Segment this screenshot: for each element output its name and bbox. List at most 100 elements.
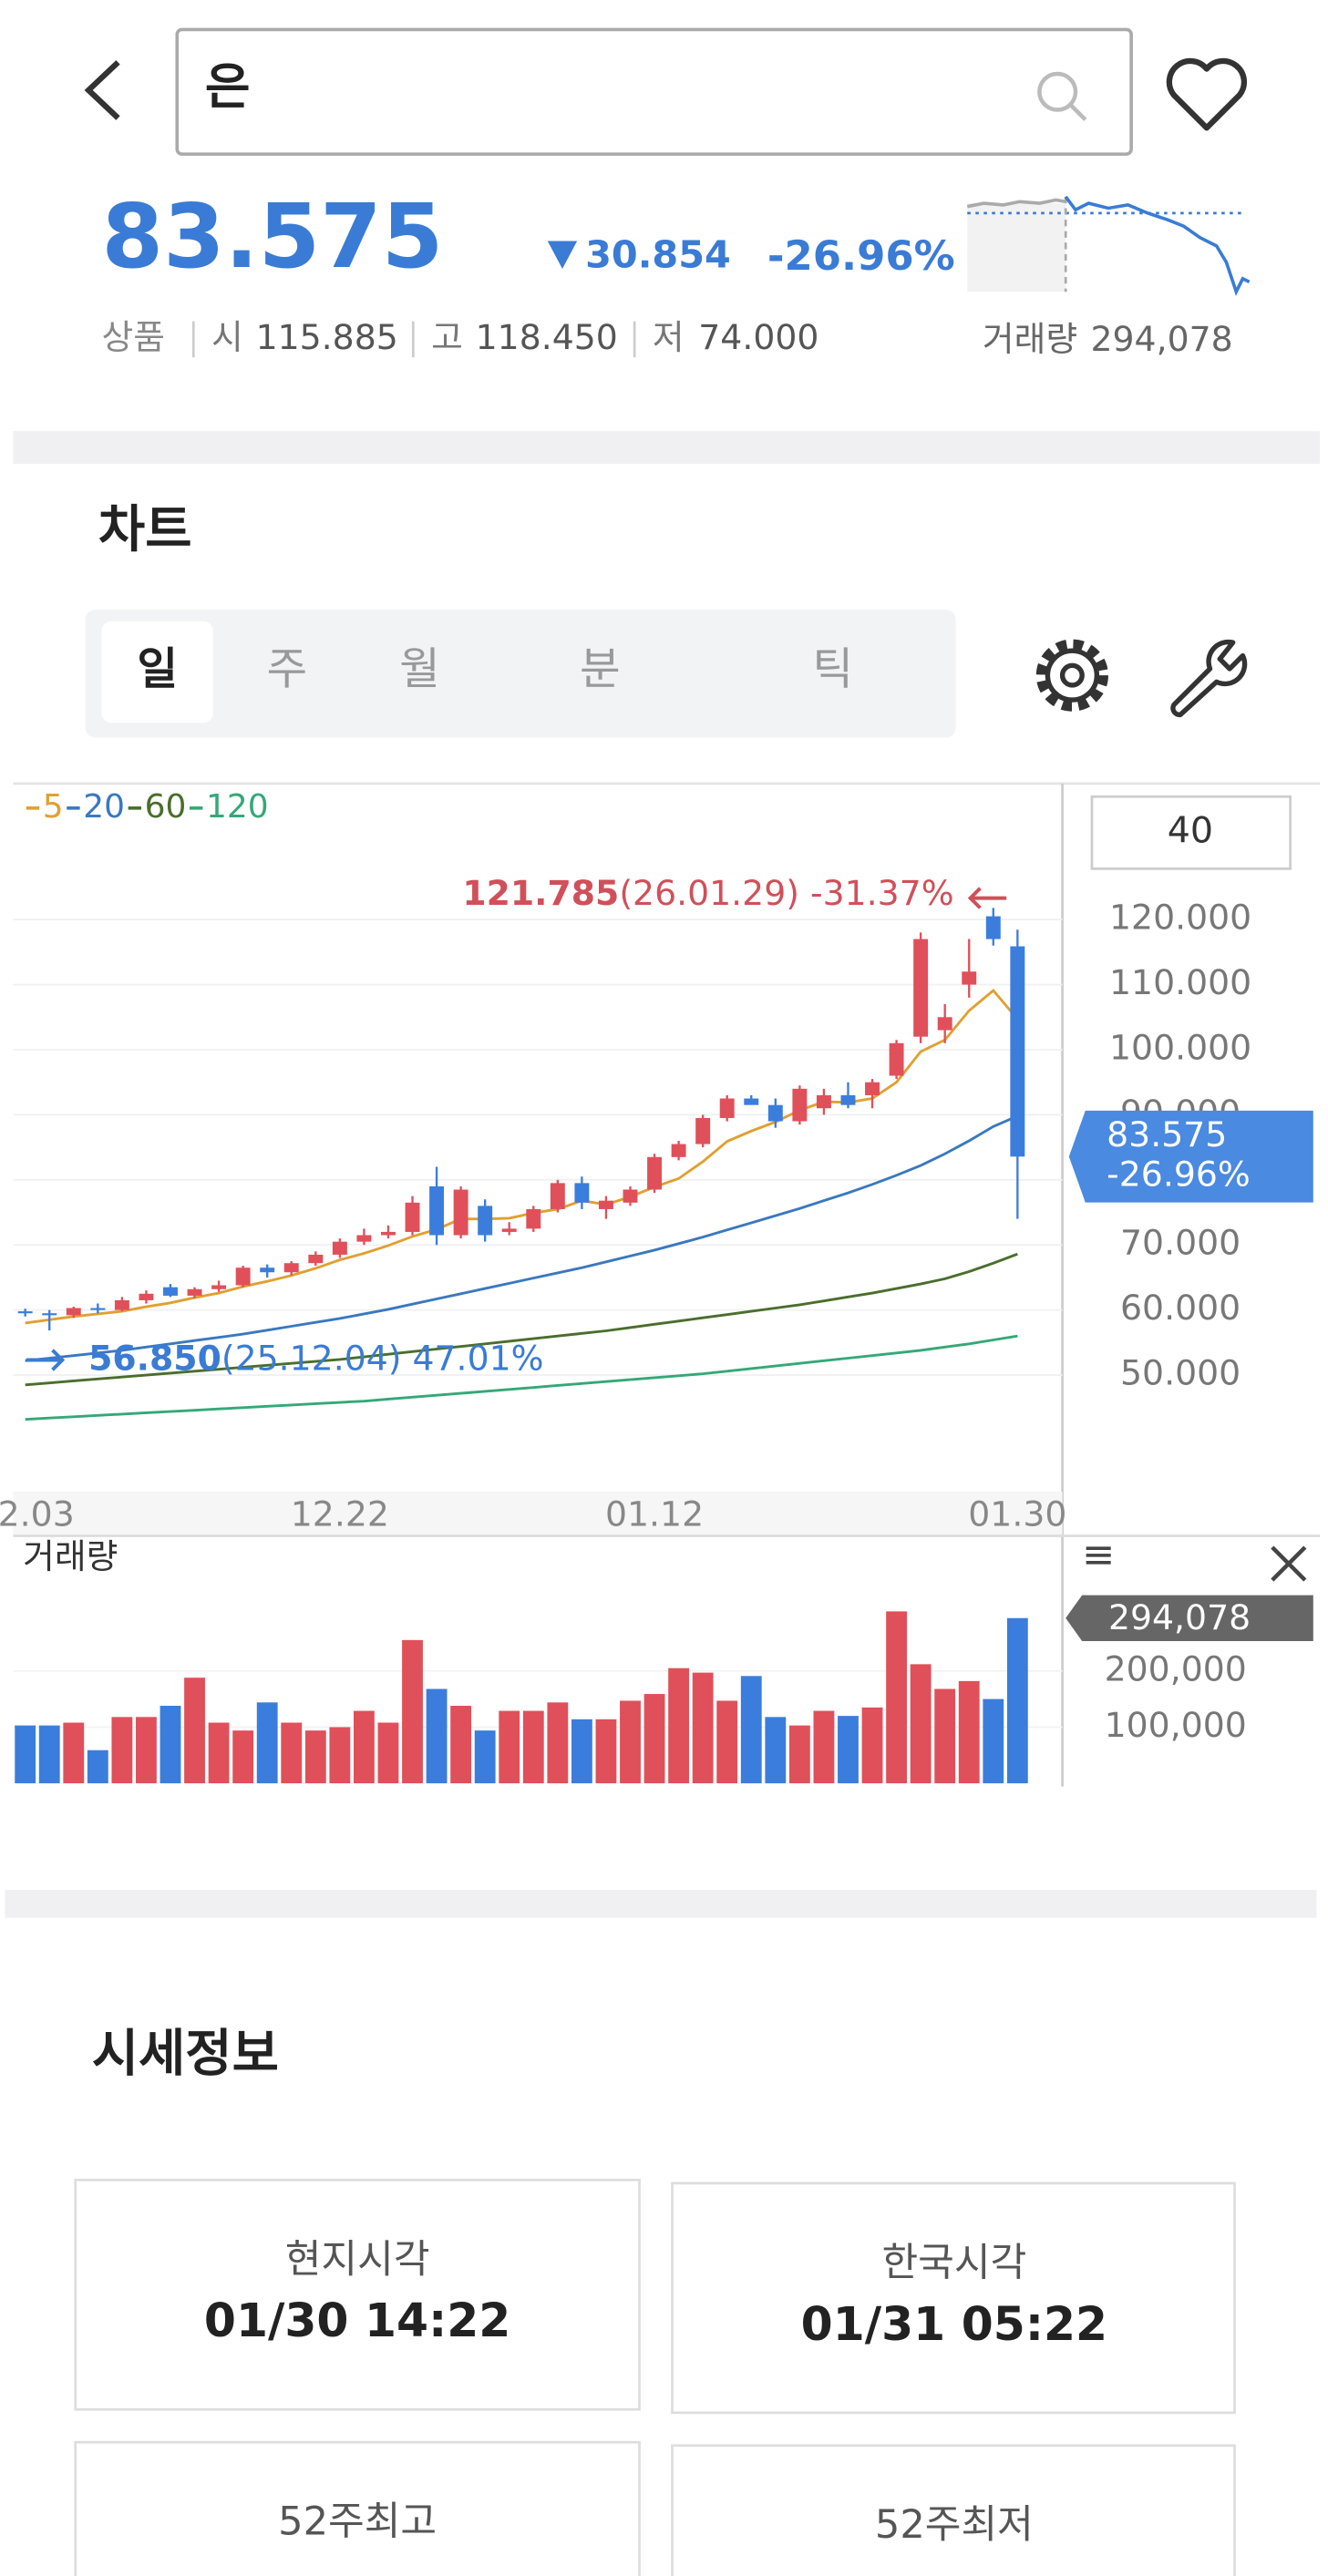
candle-body: [647, 1156, 663, 1190]
volume-tick-label: 100,000: [1105, 1705, 1247, 1745]
section-divider: [5, 1890, 1317, 1918]
volume-title: 거래량: [23, 1536, 118, 1576]
candle-body: [913, 939, 929, 1037]
card-value: 01/31 05:22: [801, 2297, 1107, 2351]
y-tick-label: 60.000: [1120, 1288, 1240, 1328]
candle-body: [1010, 946, 1025, 1157]
legend-label: 5: [43, 788, 64, 826]
last-volume: 294,078: [1108, 1597, 1251, 1637]
legend-label: 120: [206, 788, 269, 826]
period-value: 40: [1168, 809, 1213, 851]
candle-body: [550, 1183, 565, 1209]
min-annotation-value: 56.850: [88, 1338, 221, 1378]
x-axis-band: [13, 1491, 1063, 1536]
y-tick-label: 50.000: [1120, 1353, 1240, 1393]
favorite-button[interactable]: [1166, 57, 1248, 131]
candle-body: [744, 1098, 759, 1105]
tab-selected-bg: [101, 621, 213, 724]
back-button[interactable]: [84, 60, 120, 120]
volume-bar: [620, 1700, 641, 1784]
candle-body: [308, 1254, 324, 1264]
volume-bar: [522, 1710, 544, 1784]
candle-body: [42, 1313, 57, 1316]
volume-bar: [256, 1702, 278, 1784]
card-value: 01/30 14:22: [204, 2294, 510, 2347]
ma-line: [25, 988, 1019, 1325]
card-label: 현지시각: [285, 2237, 430, 2283]
info-card: [74, 2179, 641, 2411]
section-title: 시세정보: [92, 2025, 279, 2084]
volume-bar: [329, 1727, 351, 1784]
menu-icon[interactable]: ≡: [1082, 1532, 1115, 1577]
sparkline: [966, 195, 1251, 296]
volume-bar: [643, 1694, 665, 1784]
tab[interactable]: 분: [580, 644, 621, 695]
candle-body: [90, 1308, 106, 1310]
price-change: 30.854: [585, 232, 731, 276]
info-card: [74, 2440, 641, 2576]
candle-body: [429, 1185, 445, 1236]
settings-button[interactable]: [1035, 639, 1108, 712]
volume-bar: [571, 1719, 592, 1784]
volume-bar: [595, 1719, 617, 1784]
volume-bar: [958, 1680, 980, 1784]
tab[interactable]: 주: [266, 644, 307, 695]
candle-body: [332, 1241, 347, 1255]
candle-body: [478, 1206, 493, 1236]
candle-body: [17, 1311, 33, 1314]
volume-bar: [87, 1750, 108, 1784]
candle-body: [574, 1183, 590, 1203]
period-box[interactable]: [1090, 795, 1292, 870]
legend-label: 60: [145, 788, 187, 826]
volume-bar: [547, 1702, 569, 1784]
candle-body: [962, 971, 977, 985]
volume-bar: [38, 1725, 60, 1784]
search-box[interactable]: [175, 27, 1133, 156]
candle-body: [598, 1200, 613, 1209]
open-label: 시: [211, 317, 243, 357]
volume-bar: [353, 1710, 375, 1784]
volume-tick-label: 200,000: [1105, 1648, 1247, 1688]
candle-body: [671, 1144, 686, 1157]
section-title: 차트: [98, 500, 192, 559]
tab[interactable]: 틱: [812, 644, 853, 695]
volume-bar: [136, 1717, 157, 1784]
candle-body: [405, 1202, 420, 1232]
candle-body: [139, 1293, 154, 1300]
y-tick-label: 110.000: [1109, 962, 1251, 1002]
y-tick-label: 100.000: [1109, 1027, 1251, 1067]
volume-bar: [377, 1722, 399, 1784]
candle-body: [283, 1263, 299, 1273]
ma-line: [25, 1334, 1018, 1421]
volume-bar: [63, 1722, 85, 1784]
volume-bar: [15, 1725, 36, 1784]
candle-body: [840, 1094, 856, 1105]
candle-body: [889, 1042, 904, 1076]
tools-button[interactable]: [1170, 639, 1248, 717]
volume-bar: [160, 1705, 181, 1784]
high-label: 고: [431, 317, 463, 357]
price: 83.575: [102, 185, 444, 288]
last-price-pct: -26.96%: [1107, 1154, 1251, 1194]
tab[interactable]: 월: [399, 644, 440, 695]
x-tick-label: 01.12: [605, 1493, 704, 1534]
search-icon[interactable]: [1037, 71, 1087, 121]
candle-body: [623, 1189, 638, 1203]
min-annotation-detail: (25.12.04) 47.01%: [221, 1338, 544, 1378]
volume-bar: [983, 1699, 1004, 1784]
max-arrow: [967, 887, 1007, 909]
y-tick-label: 120.000: [1109, 898, 1251, 938]
candle-body: [501, 1228, 517, 1232]
candle-body: [66, 1308, 81, 1316]
volume-bar: [838, 1716, 859, 1784]
volume-bar: [281, 1722, 303, 1784]
info-card: [671, 2181, 1236, 2415]
volume-bar: [208, 1722, 230, 1784]
candle-body: [695, 1117, 711, 1144]
info-card: [671, 2444, 1236, 2576]
tab[interactable]: 일: [137, 644, 178, 695]
close-volume-button[interactable]: [1271, 1545, 1307, 1582]
volume-bar: [861, 1707, 883, 1784]
